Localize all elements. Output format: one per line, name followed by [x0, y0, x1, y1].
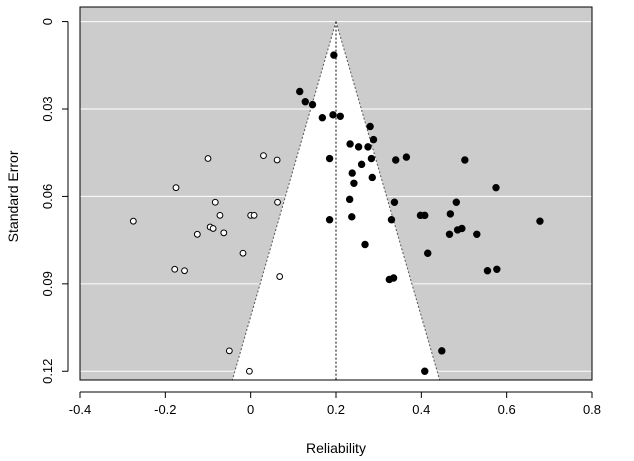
point-filled-17	[461, 156, 469, 164]
point-filled-39	[493, 265, 501, 273]
point-filled-32	[453, 226, 462, 234]
point-open-6	[209, 225, 217, 232]
point-filled-34	[473, 230, 481, 238]
point-filled-16	[402, 153, 411, 161]
point-filled-11	[354, 143, 363, 151]
point-open-10	[250, 211, 258, 219]
axes: -0.4 -0.2 0 0.2 0.4 0.6 0.8 0 0.03 0.06 0.09 0.12	[40, 18, 601, 417]
series-filled	[296, 51, 544, 375]
point-filled-15	[392, 156, 400, 164]
x-tick-label-4: 0.4	[412, 402, 430, 417]
point-filled-22	[345, 195, 354, 204]
x-tick-label-6: 0.8	[583, 402, 601, 417]
point-filled-37	[424, 249, 432, 257]
point-filled-41	[389, 274, 398, 282]
point-filled-1	[296, 87, 304, 96]
funnel-region	[232, 21, 440, 380]
y-tick-label-1: 0.03	[40, 96, 55, 121]
point-open-16	[181, 267, 188, 275]
point-filled-30	[387, 216, 396, 224]
y-tick-label-4: 0.12	[40, 359, 55, 384]
y-tick-label-0: 0	[40, 18, 55, 25]
point-filled-29	[348, 213, 356, 221]
plot-border	[79, 6, 593, 381]
x-tick-label-1: -0.2	[154, 402, 176, 417]
point-filled-21	[492, 183, 500, 192]
point-open-15	[171, 265, 179, 273]
point-filled-36	[361, 240, 369, 249]
point-open-7	[193, 230, 201, 238]
point-open-11	[260, 152, 267, 160]
point-open-4	[216, 211, 224, 219]
point-filled-27	[421, 211, 429, 220]
y-tick-label-2: 0.06	[40, 184, 55, 209]
point-open-19	[245, 367, 253, 375]
point-open-8	[220, 229, 228, 237]
x-axis-title: Reliability	[306, 440, 366, 456]
point-open-3	[211, 198, 219, 206]
y-tick-label-3: 0.09	[40, 271, 55, 296]
point-filled-0	[330, 51, 338, 59]
point-filled-4	[318, 114, 327, 122]
point-filled-3	[308, 100, 317, 109]
point-filled-35	[536, 217, 544, 225]
point-filled-7	[366, 122, 374, 131]
point-filled-38	[483, 267, 492, 275]
x-tick-label-5: 0.6	[498, 402, 516, 417]
point-open-0	[129, 217, 137, 225]
plot-area	[79, 6, 593, 381]
point-filled-33	[445, 230, 454, 238]
point-filled-12	[325, 154, 334, 163]
point-open-14	[239, 249, 247, 257]
point-filled-18	[348, 169, 356, 177]
point-open-2	[204, 155, 212, 162]
point-filled-20	[368, 173, 376, 182]
y-axis-title: Standard Error	[5, 150, 21, 242]
point-filled-5	[329, 111, 337, 119]
point-filled-19	[350, 179, 358, 188]
point-filled-42	[438, 347, 446, 355]
point-filled-10	[346, 140, 354, 148]
point-open-17	[276, 273, 284, 280]
x-tick-label-0: -0.4	[69, 402, 91, 417]
point-filled-8	[369, 135, 378, 144]
point-filled-9	[364, 143, 372, 151]
point-open-18	[225, 347, 233, 355]
point-filled-25	[446, 210, 455, 218]
point-open-1	[172, 184, 180, 192]
point-filled-13	[357, 160, 366, 169]
point-filled-2	[301, 98, 309, 106]
point-filled-28	[325, 216, 334, 224]
point-open-12	[273, 156, 281, 164]
point-open-13	[274, 198, 281, 206]
point-filled-23	[390, 198, 399, 206]
point-filled-14	[367, 154, 376, 163]
point-filled-24	[452, 198, 461, 206]
point-filled-43	[421, 367, 429, 375]
point-filled-6	[336, 112, 344, 120]
x-tick-label-3: 0.2	[327, 402, 345, 417]
series-open	[129, 152, 284, 375]
x-tick-label-2: 0	[247, 402, 254, 417]
